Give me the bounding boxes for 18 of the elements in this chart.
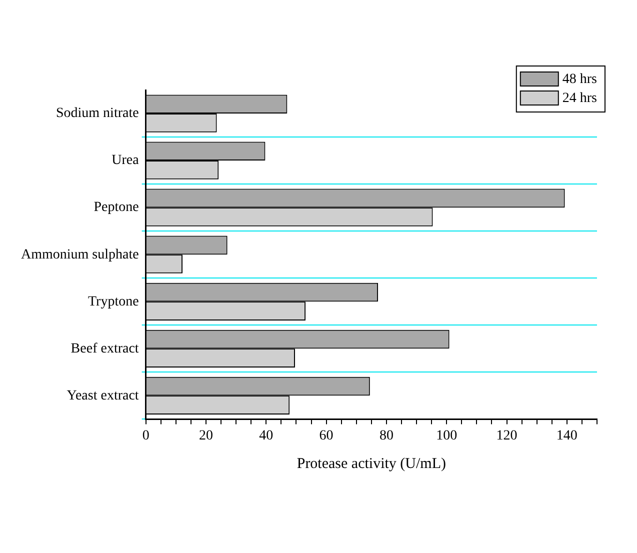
legend-label: 24 hrs: [562, 91, 598, 106]
y-tick-label: Ammonium sulphate: [20, 247, 139, 262]
x-tick-label: 60: [319, 428, 334, 444]
y-tick-label: Yeast extract: [66, 388, 139, 404]
x-tick-label: 0: [142, 428, 150, 444]
x-axis-title: Protease activity (U/mL): [296, 456, 446, 472]
x-tick-label: 80: [379, 428, 394, 444]
legend-label: 48 hrs: [562, 72, 598, 88]
x-tick-label: 140: [556, 428, 578, 444]
x-tick-label: 20: [198, 428, 213, 444]
x-tick-label: 120: [496, 428, 518, 444]
y-tick-label: Sodium nitrate: [56, 106, 139, 122]
x-tick-label: 100: [436, 428, 458, 444]
y-tick-label: Tryptone: [88, 294, 139, 310]
y-tick-label: Peptone: [94, 200, 139, 216]
y-tick-label: Beef extract: [70, 341, 139, 356]
y-tick-label: Urea: [112, 153, 140, 168]
x-tick-label: 40: [259, 428, 274, 444]
